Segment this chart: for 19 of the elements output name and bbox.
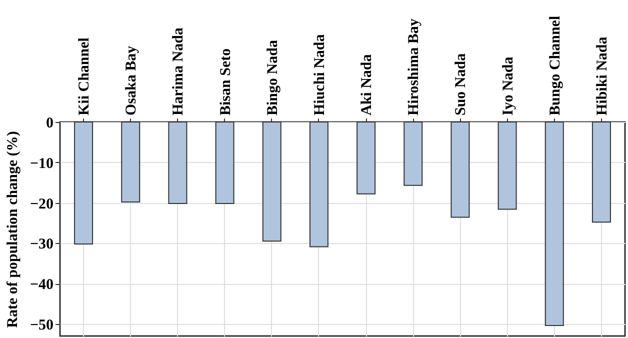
- x-tick-label: Bisan Seto: [218, 48, 234, 116]
- x-tick-label: Bingo Nada: [264, 40, 281, 116]
- x-tick-label: Suo Nada: [453, 52, 470, 116]
- y-tick-label: −40: [30, 277, 54, 294]
- y-tick-label: 0: [46, 116, 54, 132]
- x-tick-label: Osaka Bay: [124, 45, 140, 116]
- x-tick-label: Iyo Nada: [500, 56, 516, 116]
- x-tick-label: Harima Nada: [170, 27, 187, 116]
- y-tick-label: −20: [30, 196, 54, 212]
- x-tick-label: Hibiki Nada: [594, 36, 610, 116]
- x-tick-label: Aki Nada: [359, 54, 376, 116]
- x-tick-label: Bungo Channel: [547, 16, 564, 116]
- x-tick-label: Hiroshima Bay: [406, 18, 422, 116]
- y-tick-label: −30: [30, 236, 54, 253]
- x-tick-label: Kii Channel: [76, 38, 93, 116]
- x-tick-label: Hiuchi Nada: [312, 34, 328, 116]
- y-tick-label: −50: [30, 317, 54, 334]
- y-tick-label: −10: [30, 156, 54, 172]
- y-axis-title: Rate of population change (%): [4, 131, 21, 328]
